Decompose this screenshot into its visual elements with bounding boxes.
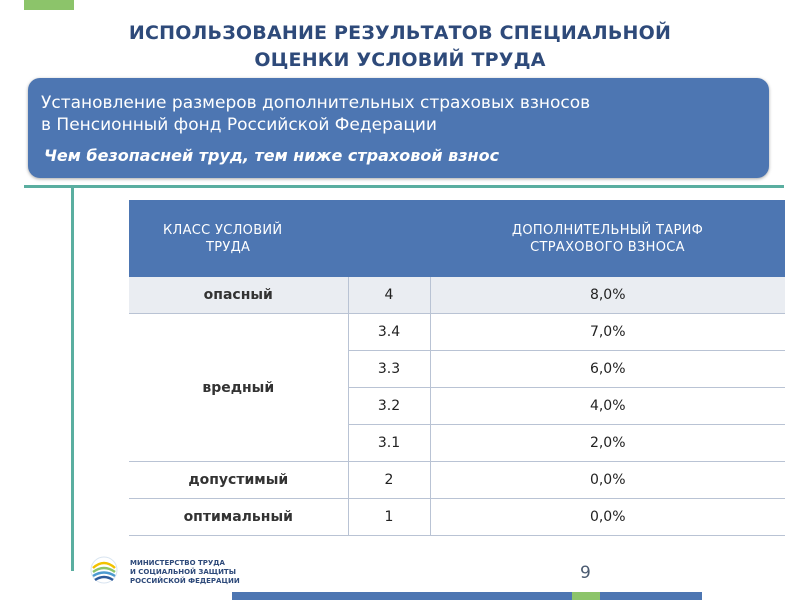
level-cell: 2 (348, 461, 431, 499)
tariff-table-container: КЛАСС УСЛОВИЙ ТРУДА ДОПОЛНИТЕЛЬНЫЙ ТАРИФ… (129, 200, 785, 536)
level-cell: 4 (348, 277, 431, 314)
banner-line1: Установление размеров дополнительных стр… (41, 93, 591, 113)
ministry-line2: И СОЦИАЛЬНОЙ ЗАЩИТЫ (130, 568, 236, 576)
header-work-class: КЛАСС УСЛОВИЙ ТРУДА (129, 200, 430, 277)
level-cell: 3.3 (348, 350, 431, 388)
table-row: вредный 3.4 7,0% (129, 313, 785, 462)
table-row: 3.2 4,0% (129, 387, 785, 425)
banner-description: Установление размеров дополнительных стр… (41, 92, 741, 136)
level-cell: 3.2 (348, 387, 431, 425)
header-tariff-line1: ДОПОЛНИТЕЛЬНЫЙ ТАРИФ (511, 222, 704, 238)
tariff-cell: 8,0% (430, 277, 785, 314)
tariff-cell: 4,0% (430, 387, 785, 425)
bottom-accent-bar (232, 592, 702, 600)
slide-title-line2: ОЦЕНКИ УСЛОВИЙ ТРУДА (254, 49, 546, 71)
bottom-accent-bar-green (572, 592, 600, 600)
header-tariff-line2: СТРАХОВОГО ВЗНОСА (530, 239, 685, 255)
tariff-cell: 7,0% (430, 313, 785, 351)
horizontal-divider (24, 185, 784, 188)
tariff-cell: 0,0% (430, 498, 785, 536)
class-cell: опасный (129, 277, 349, 314)
table-row: 3.3 6,0% (129, 350, 785, 388)
slide-title-line1: ИСПОЛЬЗОВАНИЕ РЕЗУЛЬТАТОВ СПЕЦИАЛЬНОЙ (128, 22, 672, 44)
header-tariff: ДОПОЛНИТЕЛЬНЫЙ ТАРИФ СТРАХОВОГО ВЗНОСА (430, 200, 785, 277)
tariff-cell: 0,0% (430, 461, 785, 499)
info-banner: Установление размеров дополнительных стр… (28, 78, 769, 178)
class-cell: вредный (129, 313, 349, 462)
page-number: 9 (580, 563, 591, 583)
ministry-name: МИНИСТЕРСТВО ТРУДА И СОЦИАЛЬНОЙ ЗАЩИТЫ Р… (130, 559, 280, 586)
vertical-divider (71, 185, 74, 571)
class-cell: оптимальный (129, 498, 349, 536)
class-cell: допустимый (129, 461, 349, 499)
table-header-row: КЛАСС УСЛОВИЙ ТРУДА ДОПОЛНИТЕЛЬНЫЙ ТАРИФ… (129, 200, 785, 277)
level-cell: 3.4 (348, 313, 431, 351)
header-work-class-line2: ТРУДА (206, 239, 251, 255)
ministry-logo-icon (90, 556, 118, 584)
level-cell: 1 (348, 498, 431, 536)
table-row: оптимальный 1 0,0% (129, 498, 785, 536)
corner-accent-tab (24, 0, 74, 10)
ministry-line3: РОССИЙСКОЙ ФЕДЕРАЦИИ (130, 577, 240, 585)
table-row: опасный 4 8,0% (129, 277, 785, 314)
level-cell: 3.1 (348, 424, 431, 462)
slide-title: ИСПОЛЬЗОВАНИЕ РЕЗУЛЬТАТОВ СПЕЦИАЛЬНОЙ ОЦ… (0, 20, 800, 74)
tariff-cell: 6,0% (430, 350, 785, 388)
header-work-class-line1: КЛАСС УСЛОВИЙ (163, 222, 283, 238)
ministry-line1: МИНИСТЕРСТВО ТРУДА (130, 559, 225, 567)
tariff-table: КЛАСС УСЛОВИЙ ТРУДА ДОПОЛНИТЕЛЬНЫЙ ТАРИФ… (129, 200, 785, 536)
banner-line2: в Пенсионный фонд Российской Федерации (41, 115, 437, 135)
tariff-cell: 2,0% (430, 424, 785, 462)
banner-slogan: Чем безопасней труд, тем ниже страховой … (44, 146, 500, 165)
table-row: 3.1 2,0% (129, 424, 785, 462)
table-row: допустимый 2 0,0% (129, 461, 785, 499)
